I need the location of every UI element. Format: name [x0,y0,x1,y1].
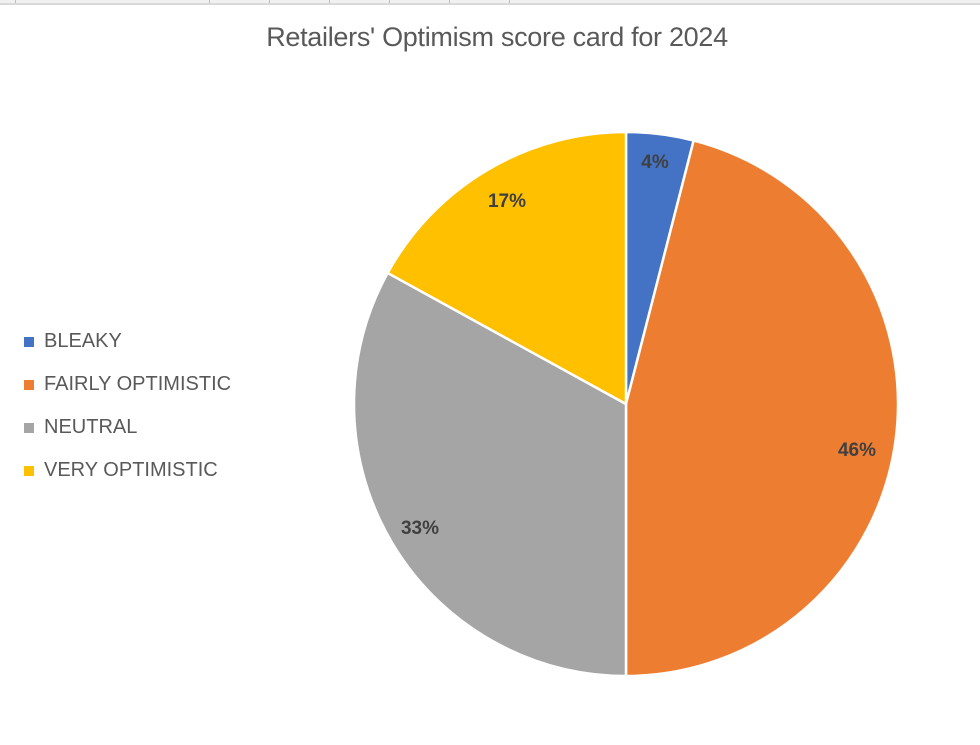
pie-slices [352,130,900,678]
legend-item-bleaky: BLEAKY [24,319,231,364]
legend-label: VERY OPTIMISTIC [44,459,218,481]
column-separator[interactable] [509,0,510,3]
legend-swatch [24,379,34,390]
data-label-fairly-optimistic: 46% [838,440,876,461]
column-separator[interactable] [449,0,450,3]
chart-legend: BLEAKY FAIRLY OPTIMISTIC NEUTRAL VERY OP… [24,321,231,493]
legend-swatch [24,465,34,476]
legend-label: NEUTRAL [44,416,138,438]
data-label-neutral: 33% [401,518,439,539]
legend-label: FAIRLY OPTIMISTIC [44,373,232,395]
column-separator[interactable] [269,0,270,3]
pie-slice-very-optimistic[interactable] [386,130,628,406]
chart-title: Retailers' Optimism score card for 2024 [266,22,728,52]
data-label-bleaky: 4% [641,152,669,173]
spreadsheet-column-header-strip [0,0,980,5]
legend-swatch [24,422,34,433]
column-separator[interactable] [329,0,330,3]
column-separator[interactable] [389,0,390,3]
column-separator[interactable] [209,0,210,3]
column-separator[interactable] [15,0,16,3]
legend-item-neutral: NEUTRAL [24,405,231,450]
pie-slice-fairly-optimistic[interactable] [624,139,900,678]
legend-item-fairly-optimistic: FAIRLY OPTIMISTIC [24,362,231,407]
legend-label: BLEAKY [44,330,122,352]
legend-swatch [24,336,34,347]
data-label-very-optimistic: 17% [488,191,526,212]
legend-item-very-optimistic: VERY OPTIMISTIC [24,448,231,493]
pie-slice-neutral[interactable] [352,271,628,678]
